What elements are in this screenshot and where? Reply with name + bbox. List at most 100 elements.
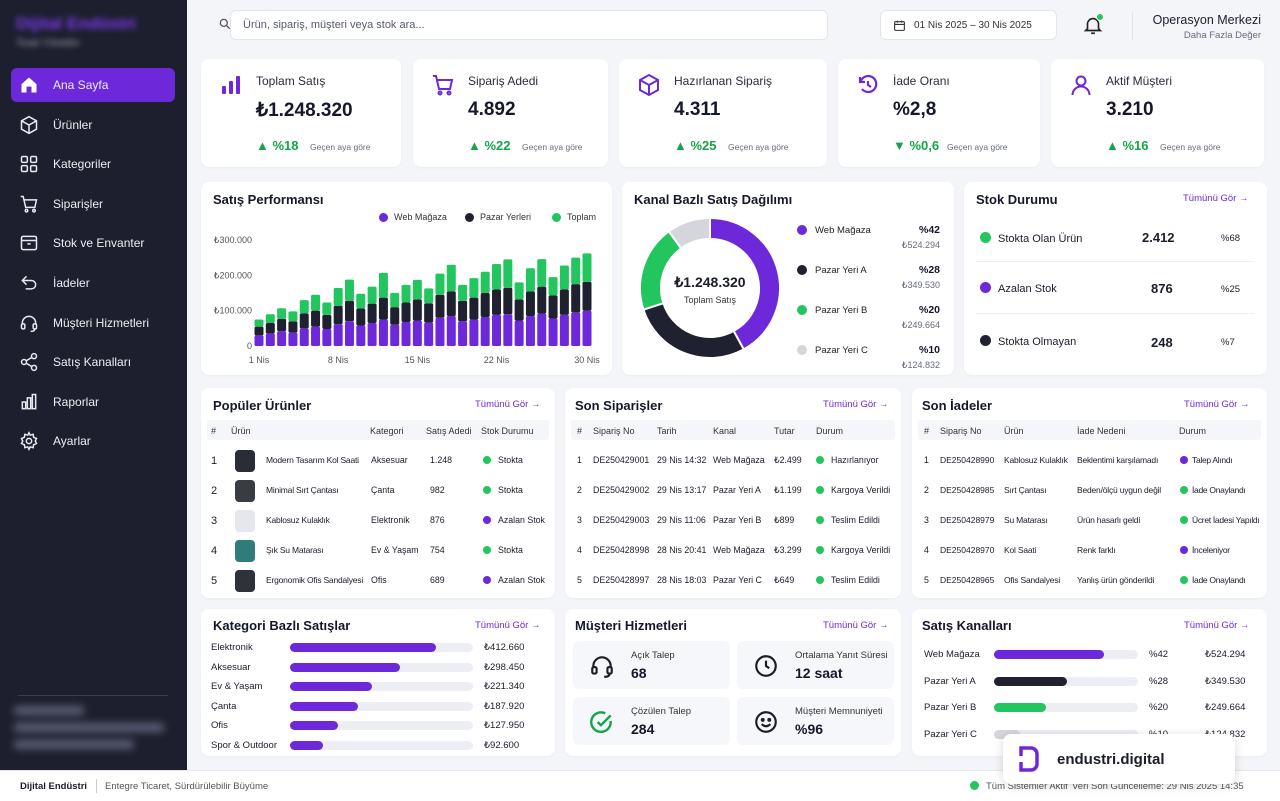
see-all-link[interactable]: Tümünü Gör → [475, 620, 541, 631]
bar-segment-toplam[interactable] [458, 284, 468, 301]
bar-segment-pazar-yerleri[interactable] [333, 305, 343, 325]
category-row[interactable]: Ev & Yaşam ₺221.340 [201, 679, 555, 697]
bar-segment-pazar-yerleri[interactable] [559, 289, 569, 315]
table-row[interactable]: 1 DE250429001 29 Nis 14:32 Web Mağaza ₺2.499… [571, 446, 895, 476]
bar-segment-toplam[interactable] [390, 293, 400, 308]
bar-segment-web-mağaza[interactable] [492, 314, 502, 346]
bar-segment-web-mağaza[interactable] [333, 324, 343, 346]
table-row[interactable]: 4 DE250428970 Kol Saati Renk farklı İnceleni… [918, 536, 1261, 566]
bar-segment-toplam[interactable] [356, 293, 366, 309]
table-row[interactable]: 2 DE250428985 Sırt Çantası Beden/ölçü uygun… [918, 476, 1261, 506]
bar-segment-pazar-yerleri[interactable] [254, 326, 264, 336]
channel-row[interactable]: Pazar Yeri B %20 ₺249.664 [912, 700, 1267, 720]
bar-segment-pazar-yerleri[interactable] [265, 323, 275, 334]
channel-row[interactable]: Web Mağaza %42 ₺524.294 [912, 647, 1267, 667]
sidebar-item-iadeler[interactable]: İadeler [11, 266, 175, 300]
bar-segment-toplam[interactable] [333, 288, 343, 306]
sidebar-item-ayarlar[interactable]: Ayarlar [11, 424, 175, 458]
bar-segment-web-mağaza[interactable] [356, 325, 366, 346]
bar-segment-pazar-yerleri[interactable] [492, 289, 502, 315]
bar-segment-web-mağaza[interactable] [525, 315, 535, 346]
service-tile-avg-response[interactable]: Ortalama Yanıt Süresi 12 saat [737, 641, 894, 689]
bar-segment-toplam[interactable] [311, 294, 321, 311]
bar-segment-web-mağaza[interactable] [378, 319, 388, 347]
category-row[interactable]: Elektronik ₺412.660 [201, 640, 555, 658]
user-name[interactable]: Operasyon Merkezi [1152, 13, 1261, 27]
bar-segment-web-mağaza[interactable] [367, 323, 377, 346]
bar-segment-pazar-yerleri[interactable] [548, 295, 558, 319]
table-row[interactable]: 1 DE250428990 Kablosuz Kulaklık Beklentimi … [918, 446, 1261, 476]
bar-segment-toplam[interactable] [469, 278, 479, 298]
bar-segment-pazar-yerleri[interactable] [525, 291, 535, 316]
see-all-link[interactable]: Tümünü Gör → [475, 399, 541, 410]
sidebar-item-musteri-hizmetleri[interactable]: Müşteri Hizmetleri [11, 306, 175, 340]
bar-segment-pazar-yerleri[interactable] [288, 321, 298, 333]
bar-segment-pazar-yerleri[interactable] [582, 281, 592, 311]
bar-segment-web-mağaza[interactable] [514, 320, 524, 346]
bar-segment-web-mağaza[interactable] [435, 317, 445, 346]
bar-segment-pazar-yerleri[interactable] [435, 294, 445, 318]
bar-segment-toplam[interactable] [559, 265, 569, 290]
table-row[interactable]: 5 Ergonomik Ofis Sandalyesi Ofis 689 Azalan … [207, 566, 549, 596]
bar-segment-pazar-yerleri[interactable] [322, 314, 332, 330]
bar-segment-toplam[interactable] [299, 300, 309, 314]
bar-segment-pazar-yerleri[interactable] [446, 291, 456, 316]
table-row[interactable]: 3 Kablosuz Kulaklık Elektronik 876 Azalan St… [207, 506, 549, 536]
bar-segment-web-mağaza[interactable] [311, 326, 321, 346]
bar-segment-web-mağaza[interactable] [401, 321, 411, 346]
channel-row[interactable]: Pazar Yeri A %28 ₺349.530 [912, 674, 1267, 694]
bell-icon[interactable] [1082, 14, 1104, 36]
bar-segment-toplam[interactable] [412, 279, 422, 300]
bar-segment-web-mağaza[interactable] [390, 324, 400, 346]
service-tile-resolved[interactable]: Çözülen Talep 284 [573, 697, 730, 745]
sidebar-item-urunler[interactable]: Ürünler [11, 108, 175, 142]
bar-segment-pazar-yerleri[interactable] [412, 299, 422, 321]
donut-slice-pazar-yeri-c[interactable] [667, 216, 711, 250]
date-range-picker[interactable]: 01 Nis 2025 – 30 Nis 2025 [880, 10, 1057, 40]
see-all-link[interactable]: Tümünü Gör → [1184, 620, 1250, 631]
sidebar-item-stok[interactable]: Stok ve Envanter [11, 226, 175, 260]
bar-segment-pazar-yerleri[interactable] [277, 318, 287, 332]
bar-segment-web-mağaza[interactable] [254, 335, 264, 346]
bar-segment-web-mağaza[interactable] [480, 317, 490, 346]
service-tile-open-tickets[interactable]: Açık Talep 68 [573, 641, 730, 689]
kpi-card-toplam-satis[interactable]: Toplam Satış ₺1.248.320 ▲ %18 Geçen aya … [201, 59, 401, 167]
bar-segment-toplam[interactable] [514, 282, 524, 300]
bar-segment-web-mağaza[interactable] [559, 314, 569, 346]
bar-segment-toplam[interactable] [378, 272, 388, 298]
bar-segment-web-mağaza[interactable] [412, 320, 422, 346]
bar-segment-web-mağaza[interactable] [458, 321, 468, 346]
bar-segment-pazar-yerleri[interactable] [356, 308, 366, 326]
table-row[interactable]: 3 DE250428979 Su Matarası Ürün hasarlı geld… [918, 506, 1261, 536]
bar-segment-web-mağaza[interactable] [344, 321, 354, 346]
bar-segment-web-mağaza[interactable] [548, 318, 558, 346]
bar-segment-toplam[interactable] [367, 286, 377, 304]
bar-segment-web-mağaza[interactable] [582, 310, 592, 346]
table-row[interactable]: 4 DE250428998 28 Nis 20:41 Web Mağaza ₺3.299… [571, 536, 895, 566]
kpi-card-iade-orani[interactable]: İade Oranı %2,8 ▼ %0,6 Geçen aya göre [838, 59, 1040, 167]
category-row[interactable]: Aksesuar ₺298.450 [201, 660, 555, 678]
bar-segment-pazar-yerleri[interactable] [299, 313, 309, 329]
see-all-link[interactable]: Tümünü Gör → [1184, 399, 1250, 410]
bar-segment-pazar-yerleri[interactable] [537, 286, 547, 314]
bar-segment-toplam[interactable] [571, 257, 581, 285]
category-row[interactable]: Spor & Outdoor ₺92.600 [201, 738, 555, 756]
bar-segment-web-mağaza[interactable] [469, 319, 479, 347]
bar-segment-web-mağaza[interactable] [322, 329, 332, 346]
bar-segment-toplam[interactable] [582, 253, 592, 282]
bar-segment-web-mağaza[interactable] [299, 328, 309, 346]
bar-segment-pazar-yerleri[interactable] [344, 300, 354, 322]
bar-segment-web-mağaza[interactable] [265, 333, 275, 346]
bar-segment-web-mağaza[interactable] [571, 312, 581, 346]
category-row[interactable]: Çanta ₺187.920 [201, 699, 555, 717]
bar-segment-toplam[interactable] [277, 308, 287, 319]
bar-segment-web-mağaza[interactable] [537, 313, 547, 346]
bar-segment-pazar-yerleri[interactable] [424, 303, 434, 323]
table-row[interactable]: 1 Modern Tasarım Kol Saati Aksesuar 1.248 St… [207, 446, 549, 476]
see-all-link[interactable]: Tümünü Gör → [823, 620, 889, 631]
bar-segment-pazar-yerleri[interactable] [378, 297, 388, 320]
bar-segment-toplam[interactable] [322, 302, 332, 315]
bar-segment-pazar-yerleri[interactable] [480, 293, 490, 318]
table-row[interactable]: 3 DE250429003 29 Nis 11:06 Pazar Yeri B ₺899… [571, 506, 895, 536]
kpi-card-aktif-musteri[interactable]: Aktif Müşteri 3.210 ▲ %16 Geçen aya göre [1051, 59, 1264, 167]
